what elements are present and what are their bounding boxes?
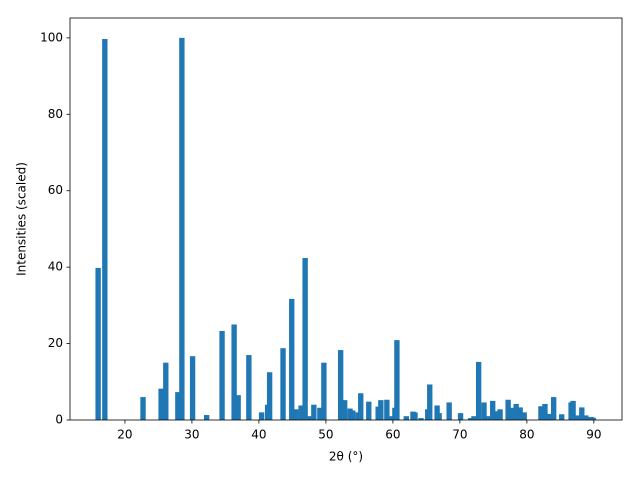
bar: [293, 409, 299, 420]
bar: [266, 372, 273, 420]
bar: [158, 388, 164, 420]
bar: [307, 416, 313, 420]
x-tick-label: 70: [452, 428, 467, 442]
bar: [140, 397, 146, 420]
bar: [467, 418, 474, 420]
bar: [311, 404, 317, 420]
bar: [471, 416, 477, 420]
y-axis-label: Intensities (scaled): [15, 162, 29, 276]
bar: [583, 415, 589, 420]
bar: [494, 411, 500, 420]
y-tick-label: 20: [48, 336, 63, 350]
bar: [246, 355, 252, 420]
bar: [513, 403, 519, 420]
bar: [203, 415, 210, 420]
bar: [355, 412, 361, 420]
bar: [298, 405, 304, 420]
y-tick-label: 60: [48, 183, 63, 197]
bar: [302, 257, 308, 420]
x-tick-label: 50: [318, 428, 333, 442]
y-tick-label: 100: [40, 30, 63, 44]
bar: [434, 405, 440, 420]
x-tick-label: 80: [519, 428, 534, 442]
bar: [258, 412, 265, 420]
bar: [394, 340, 400, 420]
bar: [189, 356, 196, 420]
bar: [521, 412, 527, 420]
x-tick-label: 30: [184, 428, 199, 442]
bar: [317, 407, 323, 420]
bar: [358, 393, 364, 420]
bar: [436, 413, 442, 420]
plot-frame: [69, 17, 623, 421]
bar: [321, 362, 327, 420]
bar: [559, 414, 565, 420]
bar: [341, 400, 348, 420]
bar: [95, 267, 101, 420]
bar: [403, 416, 409, 420]
bar: [235, 395, 241, 420]
bar: [350, 410, 356, 420]
bar: [163, 362, 169, 420]
bar: [497, 409, 503, 420]
bar: [508, 407, 514, 420]
x-tick-label: 60: [385, 428, 400, 442]
bar: [179, 37, 185, 420]
bar: [481, 402, 487, 420]
bar: [289, 298, 295, 420]
x-axis-label: 2θ (°): [329, 450, 363, 464]
bar: [579, 407, 585, 420]
x-tick-label: 40: [251, 428, 266, 442]
bar: [538, 406, 544, 420]
bar: [490, 400, 496, 420]
bar: [378, 400, 384, 420]
y-tick-label: 0: [55, 413, 63, 427]
bar: [418, 418, 424, 420]
bar: [427, 384, 433, 420]
bar: [457, 413, 464, 420]
bar: [175, 392, 181, 420]
y-tick-label: 40: [48, 260, 63, 274]
bar: [590, 417, 596, 420]
bar: [280, 348, 286, 420]
bar: [102, 39, 108, 420]
bar: [412, 412, 418, 420]
bar: [485, 416, 491, 420]
bar: [231, 324, 237, 420]
bar: [366, 401, 372, 420]
bar: [546, 413, 552, 420]
bar: [574, 415, 580, 420]
bar: [517, 407, 523, 420]
bar: [337, 350, 344, 420]
x-tick-label: 20: [117, 428, 132, 442]
x-tick-label: 90: [586, 428, 601, 442]
bar: [446, 402, 452, 420]
y-tick-label: 80: [48, 107, 63, 121]
bar: [570, 400, 576, 420]
bar: [542, 403, 548, 420]
bar: [219, 330, 225, 420]
bar: [550, 397, 557, 420]
bar: [384, 399, 390, 420]
bar: [475, 361, 482, 420]
